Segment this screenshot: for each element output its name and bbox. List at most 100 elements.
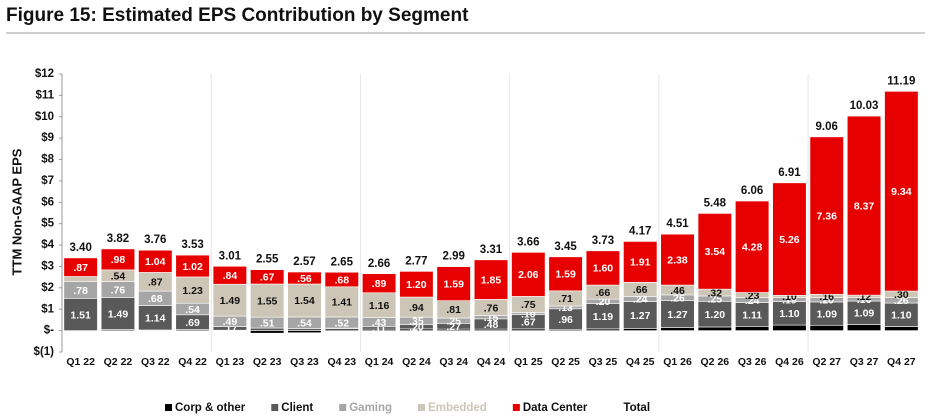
bar-segment: [212, 265, 247, 285]
segment-label: .30: [894, 289, 909, 301]
bar-segment: [735, 326, 770, 331]
segment-label: .87: [73, 262, 88, 274]
segment-label: .69: [185, 317, 200, 329]
segment-label: 1.60: [593, 263, 614, 275]
segment-label: 5.26: [779, 234, 800, 246]
bar-segment: [697, 326, 732, 331]
legend-label: Data Center: [523, 402, 588, 414]
x-tick-label: Q1 23: [216, 356, 245, 368]
segment-label: .56: [297, 273, 312, 285]
bar-segment: [63, 276, 98, 282]
x-tick-label: Q3 23: [290, 356, 319, 368]
bar-segment: [250, 330, 285, 334]
total-label: 2.66: [368, 258, 390, 270]
segment-label: 1.09: [854, 308, 875, 320]
segment-label: .78: [73, 285, 88, 297]
legend-label: Embedded: [428, 402, 487, 414]
segment-label: .89: [372, 278, 387, 290]
x-tick-label: Q3 25: [589, 356, 618, 368]
bar-segment: [473, 259, 509, 300]
segment-label: .98: [111, 254, 126, 266]
segment-label: .81: [446, 304, 461, 316]
segment-label: 1.49: [220, 295, 241, 307]
total-label: 4.17: [629, 225, 651, 237]
segment-label: 4.28: [742, 242, 763, 254]
total-label: 3.45: [554, 241, 577, 253]
legend-label: Corp & other: [175, 402, 246, 414]
y-tick-label: $2: [41, 282, 54, 294]
bar-segment: [63, 257, 98, 277]
bar-segment: [735, 200, 770, 293]
bar-segment: [138, 249, 173, 273]
segment-label: .25: [446, 315, 461, 327]
y-tick-label: $5: [41, 218, 54, 230]
bar-segment: [585, 250, 621, 286]
segment-label: .68: [334, 274, 349, 286]
total-label: 3.40: [69, 242, 91, 254]
y-tick-label: $11: [35, 89, 54, 101]
total-label: 3.01: [219, 250, 242, 262]
segment-label: .46: [670, 285, 685, 297]
segment-label: 1.10: [779, 308, 800, 320]
y-tick-label: $4: [41, 239, 54, 251]
total-label: 3.66: [517, 236, 539, 248]
segment-label: .26: [894, 295, 909, 307]
segment-label: 7.36: [817, 210, 838, 222]
segment-label: .24: [633, 294, 648, 306]
bar-segment: [772, 182, 807, 296]
segment-label: 1.20: [705, 309, 726, 321]
segment-label: 1.09: [817, 308, 838, 320]
y-axis-title: TTM Non-GAAP EPS: [9, 148, 24, 275]
y-tick-label: $6: [41, 196, 54, 208]
segment-label: .68: [148, 293, 163, 305]
segment-label: 1.04: [145, 256, 166, 268]
legend-swatch: [418, 404, 426, 411]
x-tick-label: Q4 24: [477, 356, 506, 368]
bar-segment: [100, 297, 136, 330]
segment-label: .35: [409, 316, 424, 328]
bar-segment: [623, 301, 658, 329]
x-tick-label: Q3 26: [738, 356, 767, 368]
total-label: 5.48: [704, 197, 727, 209]
bar-segment: [250, 269, 285, 285]
x-tick-label: Q2 23: [253, 356, 282, 368]
segment-label: .75: [521, 299, 536, 311]
x-tick-label: Q2 25: [551, 356, 580, 368]
y-tick-label: $10: [35, 111, 54, 123]
legend-swatch: [165, 404, 172, 411]
bar-segment: [660, 233, 695, 286]
bar-segment: [697, 301, 732, 328]
bar-segment: [361, 273, 397, 294]
total-label: 11.19: [887, 75, 915, 87]
total-label: 4.51: [666, 218, 689, 230]
chart-title: Figure 15: Estimated EPS Contribution by…: [6, 5, 469, 26]
segment-label: 1.91: [630, 257, 651, 269]
total-label: 2.77: [405, 255, 427, 267]
bar-segment: [697, 213, 732, 290]
bar-segment: [436, 266, 471, 301]
bar-segment: [772, 324, 807, 331]
x-tick-label: Q3 27: [850, 356, 879, 368]
y-tick-label: $7: [41, 175, 54, 187]
total-label: 3.82: [107, 233, 129, 245]
legend-label: Gaming: [349, 402, 392, 414]
bar-segment: [63, 298, 98, 331]
y-tick-label: $-: [44, 325, 54, 337]
x-tick-label: Q1 22: [66, 356, 95, 368]
segment-label: 1.41: [332, 297, 353, 309]
segment-label: .26: [670, 292, 685, 304]
legend-swatch: [271, 404, 279, 411]
bar-segment: [324, 271, 359, 288]
segment-label: .94: [409, 302, 424, 314]
bar-segment: [548, 256, 583, 292]
legend-label: Client: [281, 402, 313, 414]
segment-label: .66: [596, 287, 611, 299]
bar-segment: [100, 248, 136, 271]
bar-segment: [846, 324, 882, 331]
segment-label: .67: [260, 272, 275, 284]
segment-label: 1.49: [108, 308, 129, 320]
legend-swatch: [512, 404, 520, 411]
bar-segment: [809, 136, 844, 295]
segment-label: .96: [558, 314, 573, 326]
